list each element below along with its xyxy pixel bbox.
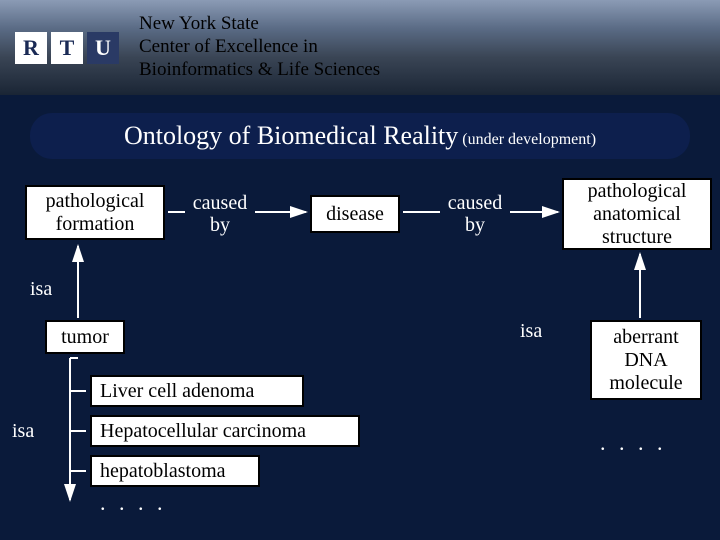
node-hepatocellular-carcinoma: Hepatocellular carcinoma xyxy=(90,415,360,447)
slide-title: Ontology of Biomedical Reality (under de… xyxy=(30,113,690,159)
ellipsis: . . . . xyxy=(100,490,167,516)
edge-label-isa: isa xyxy=(520,320,542,343)
logo-underline xyxy=(15,55,119,61)
node-tumor: tumor xyxy=(45,320,125,354)
edge-label-isa: isa xyxy=(12,420,34,443)
edge-label-caused-by: caused by xyxy=(185,192,255,236)
ellipsis: . . . . xyxy=(600,430,667,456)
node-liver-cell-adenoma: Liver cell adenoma xyxy=(90,375,304,407)
node-disease: disease xyxy=(310,195,400,233)
header-org-text: New York State Center of Excellence in B… xyxy=(139,13,380,81)
org-line: Center of Excellence in xyxy=(139,36,380,59)
org-line: New York State xyxy=(139,13,380,36)
edge-label-caused-by: caused by xyxy=(440,192,510,236)
title-sub: (under development) xyxy=(462,131,596,148)
node-pathological-formation: pathological formation xyxy=(25,185,165,240)
node-pathological-anatomical-structure: pathological anatomical structure xyxy=(562,178,712,250)
node-hepatoblastoma: hepatoblastoma xyxy=(90,455,260,487)
title-main: Ontology of Biomedical Reality xyxy=(124,121,458,150)
org-line: Bioinformatics & Life Sciences xyxy=(139,59,380,82)
header: R T U New York State Center of Excellenc… xyxy=(0,0,720,95)
node-aberrant-dna-molecule: aberrant DNA molecule xyxy=(590,320,702,400)
edge-label-isa: isa xyxy=(30,278,52,301)
